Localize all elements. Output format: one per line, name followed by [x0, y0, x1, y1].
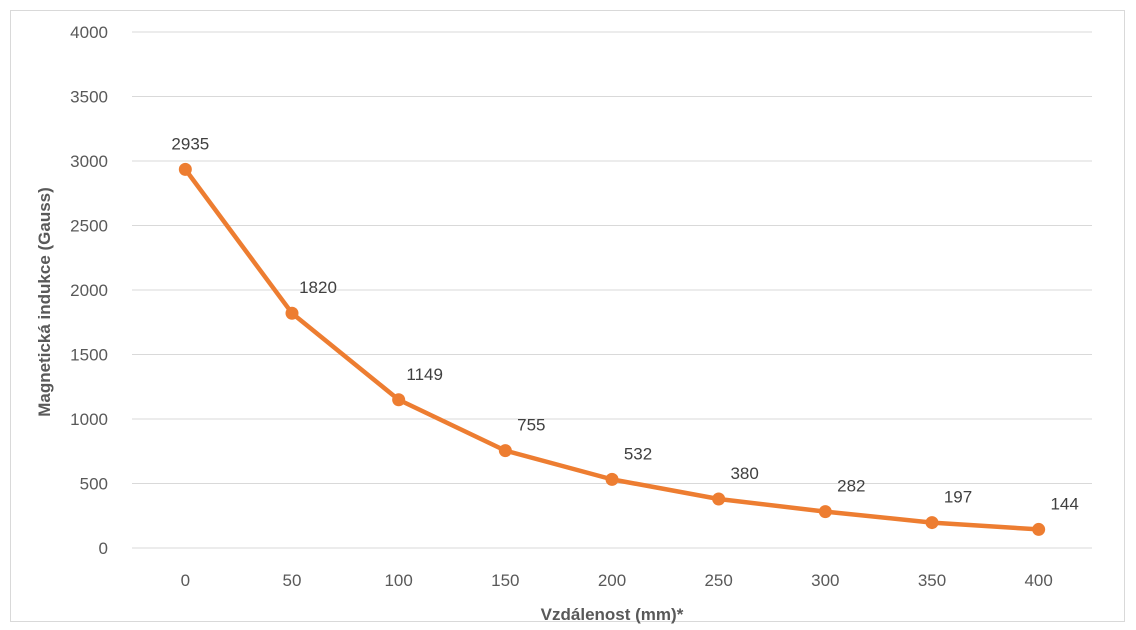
data-point: [605, 472, 619, 486]
gridlines: [132, 31, 1092, 549]
y-tick-label: 0: [99, 539, 108, 558]
series-group: [178, 162, 1046, 536]
x-tick-label: 200: [598, 571, 626, 590]
y-tick-label: 3000: [70, 152, 108, 171]
data-labels: 2935 1820 1149 755 532 380 282 197 144: [171, 134, 1078, 513]
data-point: [392, 393, 406, 407]
x-tick-label: 0: [181, 571, 190, 590]
data-point: [925, 516, 939, 530]
y-tick-label: 4000: [70, 23, 108, 42]
data-label: 1149: [406, 365, 443, 384]
y-tick-label: 2500: [70, 217, 108, 236]
data-label: 380: [730, 464, 758, 483]
data-point: [712, 492, 726, 506]
x-tick-label: 350: [918, 571, 946, 590]
x-tick-label: 400: [1024, 571, 1052, 590]
data-point: [818, 505, 832, 519]
chart-frame: [10, 10, 1125, 622]
y-axis-title: Magnetická indukce (Gauss): [35, 187, 54, 417]
x-tick-label: 150: [491, 571, 519, 590]
data-label: 2935: [171, 134, 209, 153]
data-point: [285, 306, 299, 320]
x-tick-label: 50: [283, 571, 302, 590]
x-tick-label: 300: [811, 571, 839, 590]
y-tick-label: 500: [80, 475, 108, 494]
data-label: 197: [944, 488, 972, 507]
x-axis-title: Vzdálenost (mm)*: [541, 605, 684, 624]
data-label: 1820: [299, 278, 337, 297]
x-tick-label: 100: [384, 571, 412, 590]
y-tick-label: 1500: [70, 346, 108, 365]
x-axis-ticks: 0 50 100 150 200 250 300 350 400: [181, 571, 1053, 590]
y-tick-label: 2000: [70, 281, 108, 300]
x-tick-label: 250: [704, 571, 732, 590]
y-tick-label: 3500: [70, 88, 108, 107]
y-axis-ticks: 0 500 1000 1500 2000 2500 3000 3500 4000: [70, 23, 108, 558]
data-label: 282: [837, 477, 865, 496]
data-point: [498, 444, 512, 458]
y-tick-label: 1000: [70, 410, 108, 429]
data-label: 144: [1050, 494, 1078, 513]
data-label: 532: [624, 444, 652, 463]
data-label: 755: [517, 416, 545, 435]
data-point: [178, 162, 192, 176]
data-point: [1032, 522, 1046, 536]
